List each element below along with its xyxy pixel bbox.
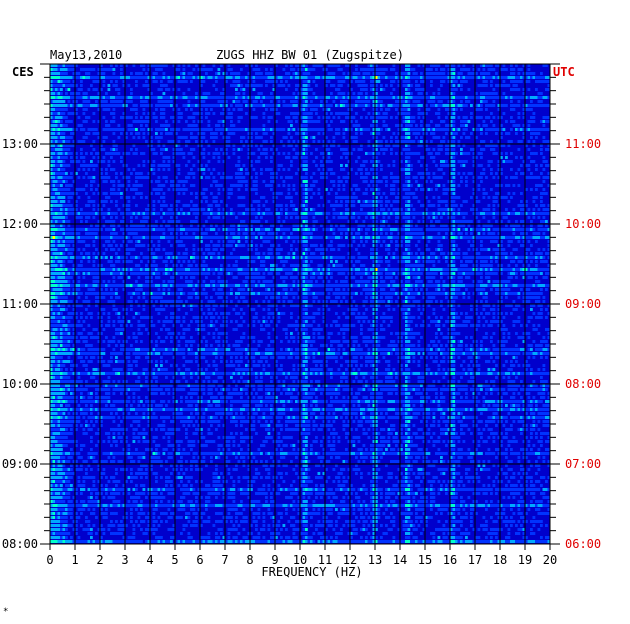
- right-tick-label-1: 07:00: [565, 457, 601, 471]
- x-tick-label-15: 15: [418, 553, 432, 567]
- grid-lines: [49, 64, 551, 545]
- x-tick-label-2: 2: [96, 553, 103, 567]
- x-axis-ticks: 0 1 2 3 4 5 6 7 8 9 10 11 12 13 14 15 16 17 18 19 20: [46, 544, 557, 567]
- x-tick-label-12: 12: [343, 553, 357, 567]
- left-tick-label-2: 10:00: [2, 377, 38, 391]
- right-axis-name: UTC: [553, 65, 575, 79]
- date-label: May13,2010: [50, 48, 122, 62]
- right-axis-ticks: 06:00 07:00 08:00 09:00 10:00 11:00: [550, 63, 601, 551]
- x-tick-label-7: 7: [221, 553, 228, 567]
- chart-title: ZUGS HHZ BW 01 (Zugspitze): [216, 48, 404, 62]
- left-tick-label-1: 09:00: [2, 457, 38, 471]
- x-axis-label: FREQUENCY (HZ): [261, 565, 362, 579]
- right-tick-label-2: 08:00: [565, 377, 601, 391]
- right-tick-label-3: 09:00: [565, 297, 601, 311]
- right-tick-label-5: 11:00: [565, 137, 601, 151]
- x-tick-label-19: 19: [518, 553, 532, 567]
- left-axis-ticks: 08:00 09:00 10:00 11:00 12:00 13:00: [2, 63, 50, 551]
- x-tick-label-16: 16: [443, 553, 457, 567]
- right-tick-label-0: 06:00: [565, 537, 601, 551]
- x-tick-label-10: 10: [293, 553, 307, 567]
- x-tick-label-0: 0: [46, 553, 53, 567]
- x-tick-label-17: 17: [468, 553, 482, 567]
- left-tick-label-4: 12:00: [2, 217, 38, 231]
- x-tick-label-3: 3: [121, 553, 128, 567]
- left-tick-label-5: 13:00: [2, 137, 38, 151]
- x-tick-label-13: 13: [368, 553, 382, 567]
- x-tick-label-6: 6: [196, 553, 203, 567]
- x-tick-label-20: 20: [543, 553, 557, 567]
- x-tick-label-1: 1: [71, 553, 78, 567]
- x-tick-label-9: 9: [271, 553, 278, 567]
- x-tick-label-11: 11: [318, 553, 332, 567]
- x-tick-label-18: 18: [493, 553, 507, 567]
- x-tick-label-5: 5: [171, 553, 178, 567]
- left-tick-label-3: 11:00: [2, 297, 38, 311]
- right-tick-label-4: 10:00: [565, 217, 601, 231]
- x-tick-label-4: 4: [146, 553, 153, 567]
- left-axis-name: CES: [12, 65, 34, 79]
- left-tick-label-0: 08:00: [2, 537, 38, 551]
- footer-mark: *: [3, 607, 8, 617]
- x-tick-label-8: 8: [246, 553, 253, 567]
- x-tick-label-14: 14: [393, 553, 407, 567]
